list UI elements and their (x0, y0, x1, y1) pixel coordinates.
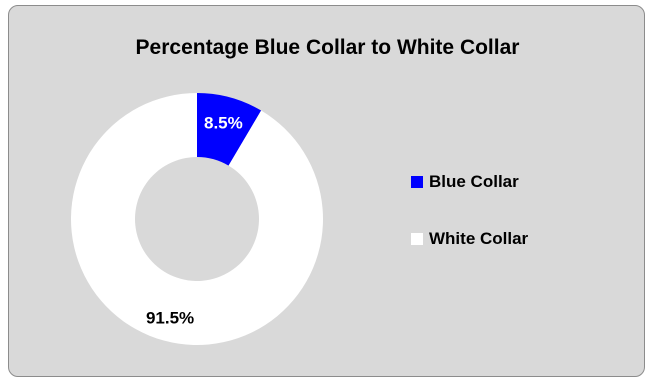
chart-area: Percentage Blue Collar to White Collar 8… (8, 5, 645, 377)
legend-swatch-blue-collar (411, 176, 423, 188)
legend-item-blue-collar: Blue Collar (411, 170, 528, 194)
data-label-blue-collar: 8.5% (204, 114, 243, 133)
chart-title: Percentage Blue Collar to White Collar (135, 36, 520, 59)
data-label-white-collar: 91.5% (146, 308, 194, 327)
legend-label-blue-collar: Blue Collar (429, 172, 519, 191)
donut-slice-white-collar (71, 93, 323, 345)
legend-label-white-collar: White Collar (429, 229, 529, 248)
donut-slice-blue-collar (197, 93, 262, 166)
chart-legend: Blue Collar White Collar (411, 170, 528, 284)
donut-chart: 8.5% 91.5% (71, 93, 323, 345)
legend-item-white-collar: White Collar (411, 227, 528, 251)
legend-swatch-white-collar (411, 233, 423, 245)
